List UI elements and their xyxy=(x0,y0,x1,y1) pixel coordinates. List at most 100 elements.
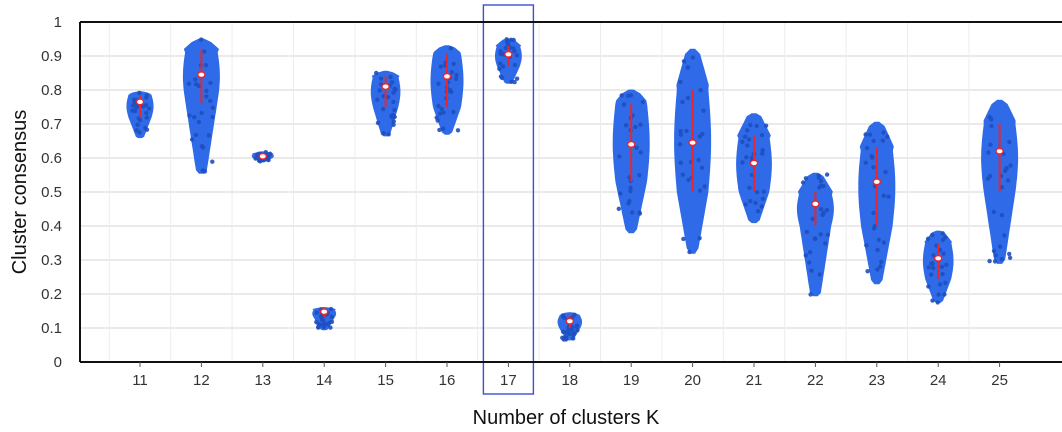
data-point xyxy=(803,253,808,258)
x-tick-label: 16 xyxy=(439,372,456,389)
data-point xyxy=(392,86,397,92)
data-point xyxy=(441,110,446,115)
data-point xyxy=(144,93,149,98)
data-point xyxy=(869,153,874,159)
data-point xyxy=(511,46,516,51)
data-point xyxy=(640,99,646,105)
data-point xyxy=(754,123,759,129)
data-point xyxy=(143,125,148,131)
data-point xyxy=(497,66,502,72)
data-point xyxy=(818,207,824,212)
data-point xyxy=(742,134,748,139)
data-point xyxy=(374,70,379,76)
data-point xyxy=(375,97,380,102)
data-point xyxy=(1007,255,1013,260)
data-point xyxy=(210,105,215,111)
data-point xyxy=(199,37,204,42)
data-point xyxy=(571,336,576,341)
data-point xyxy=(867,132,873,137)
data-point xyxy=(935,300,940,305)
data-point xyxy=(881,240,887,245)
data-point xyxy=(454,72,459,78)
data-point xyxy=(865,269,870,274)
median-marker xyxy=(872,178,882,186)
data-point xyxy=(993,253,998,258)
data-point xyxy=(193,77,198,82)
data-point xyxy=(818,232,823,237)
median-marker xyxy=(811,200,820,208)
data-point xyxy=(135,122,140,128)
data-point xyxy=(503,45,508,51)
data-point xyxy=(375,120,381,126)
data-point xyxy=(863,160,868,165)
data-point xyxy=(999,257,1004,262)
data-point xyxy=(321,324,327,329)
data-point xyxy=(925,236,931,241)
data-point xyxy=(886,194,891,199)
data-point xyxy=(570,327,575,333)
data-point xyxy=(638,122,643,127)
data-point xyxy=(508,37,514,42)
data-point xyxy=(455,128,461,133)
data-point xyxy=(438,111,443,116)
data-point xyxy=(987,173,993,179)
data-point xyxy=(512,62,518,68)
data-point xyxy=(208,80,213,86)
data-point xyxy=(803,176,809,181)
data-point xyxy=(386,132,391,137)
median-marker xyxy=(626,140,636,148)
violin-k14 xyxy=(312,306,337,331)
x-tick-label: 12 xyxy=(193,372,210,389)
data-point xyxy=(748,199,753,204)
data-point xyxy=(1006,178,1011,183)
data-point xyxy=(202,49,207,54)
data-point xyxy=(940,231,945,236)
data-point xyxy=(871,138,876,144)
data-point xyxy=(743,202,748,207)
data-point xyxy=(864,243,869,248)
data-point xyxy=(634,145,639,150)
data-point xyxy=(760,148,765,153)
data-point xyxy=(377,88,382,93)
data-point xyxy=(146,106,152,111)
data-point xyxy=(864,145,870,151)
data-point xyxy=(638,150,643,155)
data-point xyxy=(681,236,686,242)
violin-k11 xyxy=(126,90,154,139)
y-tick-label: 0 xyxy=(54,354,62,371)
data-point xyxy=(626,201,631,206)
violin-k24 xyxy=(922,230,954,305)
data-point xyxy=(746,137,752,142)
x-tick-label: 22 xyxy=(807,372,824,389)
data-point xyxy=(748,122,753,128)
data-point xyxy=(987,258,992,264)
data-point xyxy=(637,210,642,215)
data-point xyxy=(680,172,685,177)
data-point xyxy=(883,169,888,175)
y-tick-label: 0.5 xyxy=(41,184,62,201)
data-point xyxy=(512,79,517,85)
data-point xyxy=(328,306,334,312)
data-point xyxy=(810,216,815,222)
data-point xyxy=(988,142,993,147)
data-point xyxy=(314,310,319,315)
data-point xyxy=(266,157,271,163)
x-tick-label: 15 xyxy=(377,372,394,389)
data-point xyxy=(931,265,936,271)
data-point xyxy=(633,124,638,130)
data-point xyxy=(754,190,760,195)
data-point xyxy=(449,89,454,95)
data-point xyxy=(137,118,143,123)
data-point xyxy=(200,145,206,150)
median-marker xyxy=(565,317,575,325)
data-point xyxy=(137,90,142,96)
data-point xyxy=(625,93,631,99)
data-point xyxy=(202,169,208,174)
data-point xyxy=(572,331,577,336)
data-point xyxy=(987,114,992,120)
data-point xyxy=(630,210,635,215)
data-point xyxy=(678,160,683,165)
median-marker xyxy=(319,308,329,316)
data-point xyxy=(391,99,396,105)
